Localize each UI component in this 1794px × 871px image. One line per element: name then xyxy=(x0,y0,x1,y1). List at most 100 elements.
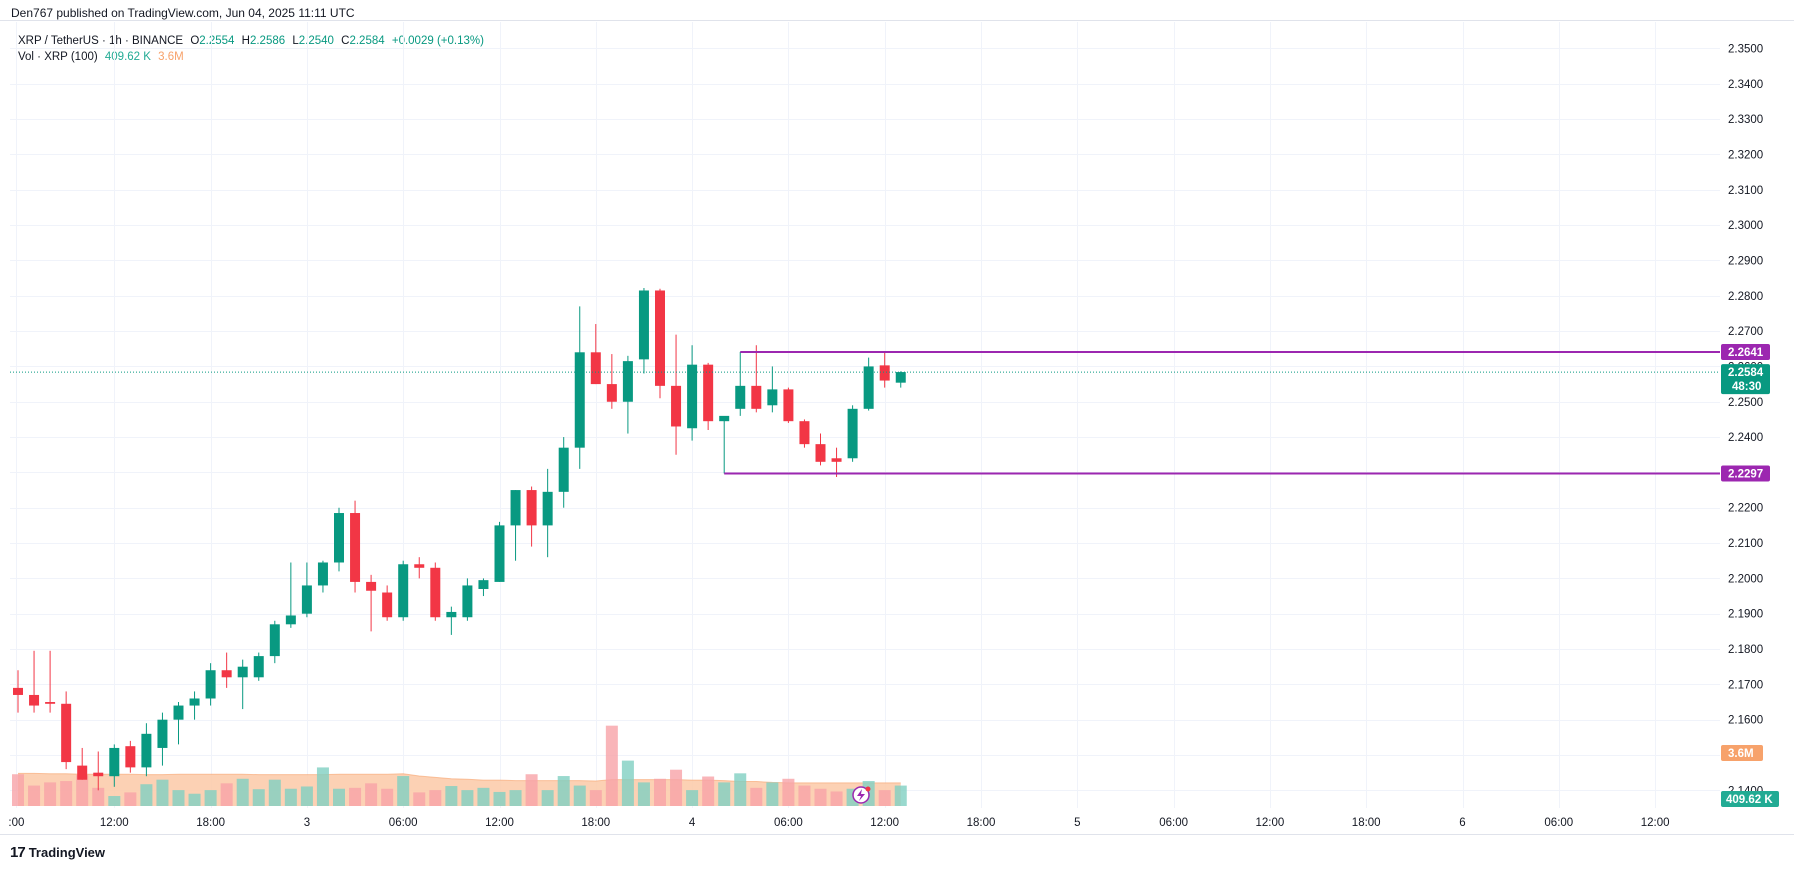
candle-body xyxy=(301,585,312,614)
volume-tag-label: 409.62 K xyxy=(1726,794,1773,806)
candle xyxy=(446,606,457,635)
volume-label[interactable]: Vol · XRP (100) xyxy=(18,51,98,63)
level-tag-label: 2.2641 xyxy=(1728,347,1764,359)
volume-bar xyxy=(156,779,169,806)
candle-body xyxy=(350,513,361,582)
lightning-icon-bolt xyxy=(857,789,865,801)
volume-bar xyxy=(316,767,329,806)
candle-body xyxy=(157,719,168,748)
volume-bar xyxy=(445,786,458,806)
candle-body xyxy=(751,385,762,409)
x-tick-label: 12:00 xyxy=(1641,817,1670,829)
volume-bar xyxy=(92,787,105,806)
candle xyxy=(606,354,617,409)
candle xyxy=(301,562,312,618)
volume-bar xyxy=(220,783,233,806)
x-tick-label: 18:00 xyxy=(196,817,225,829)
candle-body xyxy=(719,415,730,422)
candle-body xyxy=(93,772,104,777)
y-tick-label: 2.3300 xyxy=(1728,114,1763,126)
candle xyxy=(398,560,409,621)
candle xyxy=(462,578,473,621)
candle-body xyxy=(398,564,409,618)
volume-bar xyxy=(477,787,490,806)
volume-bar xyxy=(60,781,73,806)
candle-body xyxy=(831,458,842,462)
candle xyxy=(863,357,874,411)
candle xyxy=(831,447,842,477)
candle xyxy=(671,334,682,455)
volume-ma-tag xyxy=(1721,745,1763,761)
y-tick-label: 2.2800 xyxy=(1728,291,1763,303)
candle xyxy=(317,560,328,593)
volume-bar xyxy=(541,790,554,806)
tradingview-logo-icon: 17 xyxy=(10,844,26,861)
y-tick-label: 2.1600 xyxy=(1728,715,1763,727)
candle xyxy=(125,740,136,773)
volume-bar xyxy=(493,791,506,806)
candle-body xyxy=(735,385,746,409)
y-tick-label: 2.2500 xyxy=(1728,397,1763,409)
candle-body xyxy=(29,694,40,706)
volume-bar xyxy=(28,785,41,806)
candle xyxy=(269,620,280,664)
lightning-icon xyxy=(852,786,871,804)
volume-bar xyxy=(686,790,699,806)
candle-body xyxy=(237,666,248,678)
volume-bar xyxy=(12,774,24,806)
grid xyxy=(10,22,1720,808)
y-tick-label: 2.3500 xyxy=(1728,43,1763,55)
open-value: 2.2554 xyxy=(199,35,235,47)
y-axis: 2.14002.15002.16002.17002.18002.19002.20… xyxy=(1728,43,1763,797)
level-tag-label: 2.2297 xyxy=(1728,468,1763,480)
volume-tag xyxy=(1721,791,1779,807)
x-tick-label: :00 xyxy=(8,817,24,829)
candle-body xyxy=(542,491,553,526)
candle-body xyxy=(269,624,280,657)
candle-body xyxy=(382,592,393,618)
volume-bar xyxy=(557,776,570,806)
volume-bar xyxy=(702,776,715,806)
candle xyxy=(526,486,537,547)
candle-body xyxy=(558,447,569,492)
volume-bar xyxy=(413,792,426,806)
volume-ma-tag-label: 3.6M xyxy=(1728,748,1754,760)
candle-body xyxy=(77,765,88,780)
candle xyxy=(93,751,104,791)
candle-body xyxy=(863,366,874,409)
volume-bar xyxy=(589,790,602,806)
candle-body xyxy=(622,361,633,402)
x-tick-label: 4 xyxy=(689,817,696,829)
x-tick-label: 3 xyxy=(304,817,310,829)
level-tag xyxy=(1721,343,1770,360)
candle-body xyxy=(606,384,617,402)
candle xyxy=(478,578,489,597)
candle xyxy=(879,352,890,388)
tradingview-brand[interactable]: 17 TradingView xyxy=(10,844,105,861)
symbol-legend[interactable]: XRP / TetherUS · 1h · BINANCE O2.2554 H2… xyxy=(18,35,488,47)
open-label: O xyxy=(190,35,200,47)
volume-bar xyxy=(349,787,362,806)
x-tick-label: 06:00 xyxy=(389,817,418,829)
volume-bar xyxy=(44,782,57,806)
x-tick-label: 12:00 xyxy=(485,817,514,829)
y-tick-label: 2.2900 xyxy=(1728,255,1763,267)
volume-bar xyxy=(204,790,217,806)
volume-bar xyxy=(798,785,811,806)
x-tick-label: 12:00 xyxy=(870,817,899,829)
y-tick-label: 2.2000 xyxy=(1728,573,1763,585)
symbol-name[interactable]: XRP / TetherUS · 1h · BINANCE xyxy=(18,35,184,47)
candle-body xyxy=(687,364,698,429)
candle-body xyxy=(446,611,457,618)
candle xyxy=(205,663,216,706)
candle-body xyxy=(879,365,890,381)
volume-bar xyxy=(637,782,650,806)
candle xyxy=(767,366,778,413)
candles xyxy=(13,288,906,791)
tradingview-brand-label: TradingView xyxy=(28,845,106,860)
candle-body xyxy=(45,702,56,704)
volume-legend[interactable]: Vol · XRP (100) 409.62 K 3.6M xyxy=(18,51,188,63)
volume-bar xyxy=(750,787,763,806)
candle-body xyxy=(590,352,601,385)
